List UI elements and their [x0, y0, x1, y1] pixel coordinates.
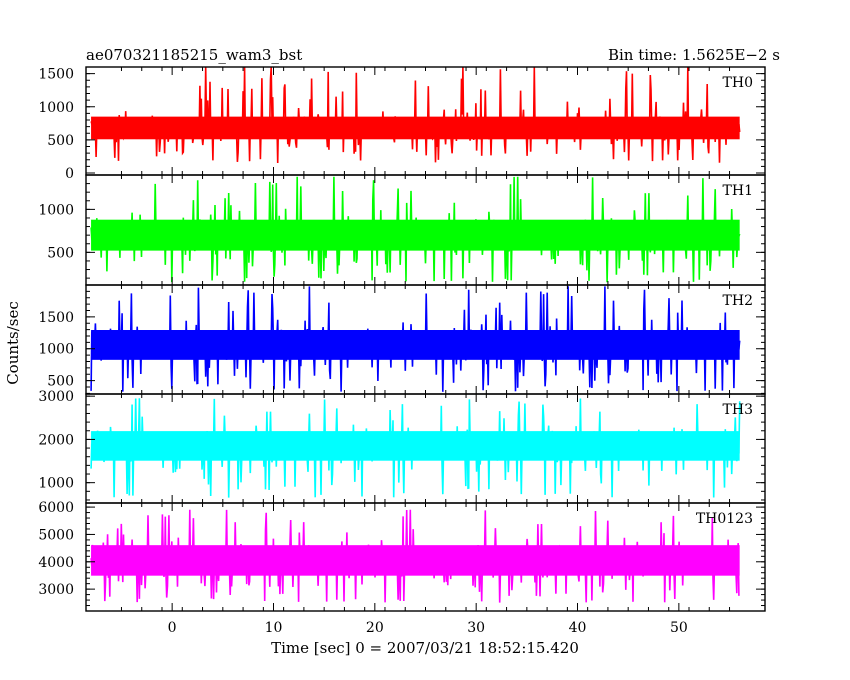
bin-time-label: Bin time: 1.5625E−2 s — [608, 46, 780, 64]
panels: 0 500 1000 1500 TH0 500 1000 TH1 500 1000 1500 TH2 1… — [38, 66, 766, 612]
chart-title: ae070321185215_wam3_bst — [86, 46, 302, 64]
panel-th0123: 3000 4000 5000 6000 TH0123 — [38, 500, 766, 612]
panel-th2: 500 1000 1500 TH2 — [38, 284, 766, 395]
y-tick-label: 1000 — [38, 476, 74, 492]
y-tick-label: 1000 — [38, 202, 74, 218]
y-tick-label: 2000 — [38, 432, 74, 448]
y-tick-label: 500 — [47, 374, 74, 390]
x-axis-label: Time [sec] 0 = 2007/03/21 18:52:15.420 — [271, 639, 579, 657]
y-tick-label: 1000 — [38, 342, 74, 358]
x-tick-label: 0 — [168, 620, 177, 636]
x-tick-label: 20 — [366, 620, 384, 636]
y-tick-label: 6000 — [38, 500, 74, 516]
y-tick-label: 0 — [65, 166, 74, 182]
series-line-th3 — [90, 398, 741, 498]
x-tick-label: 50 — [670, 620, 688, 636]
y-tick-label: 1500 — [38, 67, 74, 83]
series-line-th1 — [90, 176, 741, 283]
x-axis: 0 10 20 30 40 50 — [168, 620, 688, 636]
panel-label: TH1 — [723, 183, 753, 199]
y-axis-label: Counts/sec — [4, 301, 22, 385]
panel-label: TH0 — [723, 75, 753, 91]
panel-th3: 1000 2000 3000 TH3 — [38, 389, 766, 504]
y-tick-label: 3000 — [38, 389, 74, 405]
x-tick-label: 40 — [569, 620, 587, 636]
panel-label: TH3 — [723, 402, 753, 418]
panel-th1: 500 1000 TH1 — [38, 174, 766, 286]
series-line-th0123 — [90, 509, 740, 603]
y-tick-label: 3000 — [38, 582, 74, 598]
panel-th0: 0 500 1000 1500 TH0 — [38, 66, 766, 182]
x-tick-label: 10 — [265, 620, 283, 636]
panel-label: TH0123 — [696, 511, 753, 527]
series-line-th2 — [90, 286, 741, 392]
series-line-th0 — [90, 66, 741, 164]
x-tick-label: 30 — [467, 620, 485, 636]
y-tick-label: 500 — [47, 245, 74, 261]
y-tick-label: 500 — [47, 133, 74, 149]
panel-label: TH2 — [723, 293, 753, 309]
y-tick-label: 4000 — [38, 555, 74, 571]
y-tick-label: 1000 — [38, 100, 74, 116]
y-tick-label: 1500 — [38, 310, 74, 326]
y-tick-label: 5000 — [38, 527, 74, 543]
